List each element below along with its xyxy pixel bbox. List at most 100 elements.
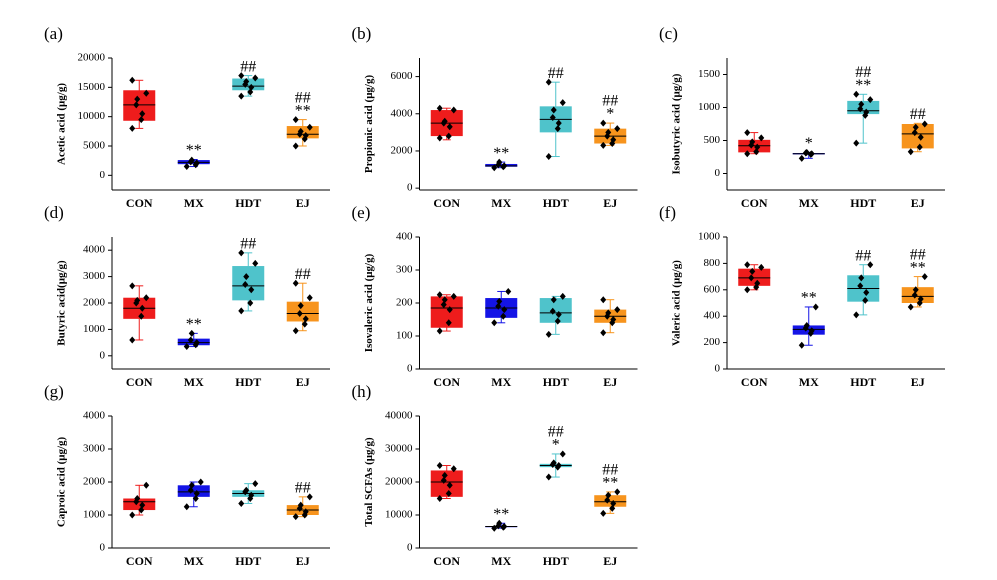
- data-point: [129, 282, 136, 290]
- x-tick-label: MX: [491, 375, 511, 389]
- box: [123, 498, 156, 511]
- data-point: [853, 139, 860, 147]
- data-point: [188, 329, 195, 337]
- y-tick-label: 200: [704, 336, 721, 348]
- x-tick-label: EJ: [603, 554, 617, 568]
- x-tick-label: HDT: [235, 375, 261, 389]
- y-tick-label: 20000: [385, 476, 413, 488]
- significance-mark: **: [602, 475, 618, 492]
- x-tick-label: MX: [491, 196, 511, 210]
- data-point: [292, 279, 299, 287]
- data-point: [496, 158, 503, 166]
- significance-mark: **: [855, 77, 871, 94]
- data-point: [559, 99, 566, 107]
- x-tick-label: EJ: [296, 196, 310, 210]
- y-tick-label: 10000: [78, 110, 106, 122]
- y-axis-label: Propionic acid (μg/g): [363, 75, 375, 174]
- y-tick-label: 100: [396, 330, 413, 342]
- data-point: [495, 302, 502, 310]
- data-point: [501, 306, 508, 314]
- significance-mark: ##: [602, 93, 618, 110]
- data-point: [758, 263, 765, 271]
- data-point: [614, 306, 621, 314]
- data-point: [238, 249, 245, 257]
- data-point: [183, 163, 190, 171]
- data-point: [550, 459, 557, 467]
- data-point: [555, 311, 562, 319]
- data-point: [605, 491, 612, 499]
- data-point: [744, 150, 751, 158]
- significance-mark: **: [493, 506, 509, 523]
- data-point: [610, 499, 617, 507]
- data-point: [243, 486, 250, 494]
- data-point: [436, 462, 443, 469]
- significance-mark: ##: [240, 58, 256, 75]
- y-tick-label: 20000: [78, 52, 106, 64]
- significance-mark: **: [493, 145, 509, 162]
- x-tick-label: EJ: [603, 196, 617, 210]
- data-point: [129, 124, 136, 132]
- data-point: [183, 503, 190, 511]
- data-point: [306, 493, 313, 501]
- data-point: [450, 465, 457, 473]
- data-point: [243, 77, 250, 85]
- data-point: [247, 88, 254, 96]
- x-tick-label: CON: [126, 554, 153, 568]
- data-point: [441, 296, 448, 304]
- y-tick-label: 0: [407, 182, 413, 194]
- data-point: [183, 343, 190, 351]
- x-tick-label: EJ: [603, 375, 617, 389]
- significance-mark: ##: [295, 89, 311, 106]
- data-point: [610, 316, 617, 323]
- data-point: [441, 471, 448, 479]
- y-tick-label: 30000: [385, 443, 413, 455]
- x-tick-label: CON: [433, 196, 460, 210]
- y-tick-label: 0: [407, 363, 413, 375]
- x-tick-label: HDT: [543, 375, 569, 389]
- x-tick-label: CON: [126, 375, 153, 389]
- data-point: [491, 164, 498, 172]
- data-point: [505, 287, 512, 295]
- y-tick-label: 1000: [83, 323, 106, 335]
- data-point: [554, 125, 561, 133]
- data-point: [858, 100, 865, 108]
- y-tick-label: 300: [396, 264, 413, 276]
- significance-mark: ##: [295, 480, 311, 497]
- y-tick-label: 15000: [78, 81, 106, 93]
- significance-mark: ##: [910, 246, 926, 263]
- x-tick-label: MX: [184, 554, 204, 568]
- data-point: [138, 312, 145, 320]
- data-point: [436, 291, 443, 299]
- data-point: [917, 133, 924, 141]
- significance-mark: **: [295, 102, 311, 119]
- data-point: [754, 143, 761, 151]
- data-point: [292, 513, 299, 521]
- x-tick-label: HDT: [543, 196, 569, 210]
- y-tick-label: 0: [100, 542, 106, 554]
- data-point: [143, 89, 150, 97]
- data-point: [545, 78, 552, 86]
- data-point: [134, 95, 141, 103]
- data-point: [436, 134, 443, 142]
- data-point: [440, 301, 447, 309]
- data-point: [863, 108, 870, 116]
- data-point: [545, 473, 552, 481]
- y-axis-label: Caproic acid (μg/g): [56, 436, 68, 527]
- data-point: [614, 488, 621, 496]
- data-point: [549, 307, 556, 315]
- box: [232, 78, 265, 91]
- significance-mark: **: [186, 316, 202, 333]
- data-point: [450, 106, 457, 114]
- data-point: [748, 274, 755, 282]
- data-point: [808, 327, 815, 335]
- data-point: [436, 495, 443, 502]
- data-point: [604, 496, 611, 504]
- data-point: [545, 153, 552, 161]
- x-tick-label: EJ: [296, 375, 310, 389]
- data-point: [440, 476, 447, 484]
- x-tick-label: HDT: [235, 554, 261, 568]
- data-point: [798, 154, 805, 162]
- data-point: [912, 286, 919, 294]
- x-tick-label: MX: [491, 554, 511, 568]
